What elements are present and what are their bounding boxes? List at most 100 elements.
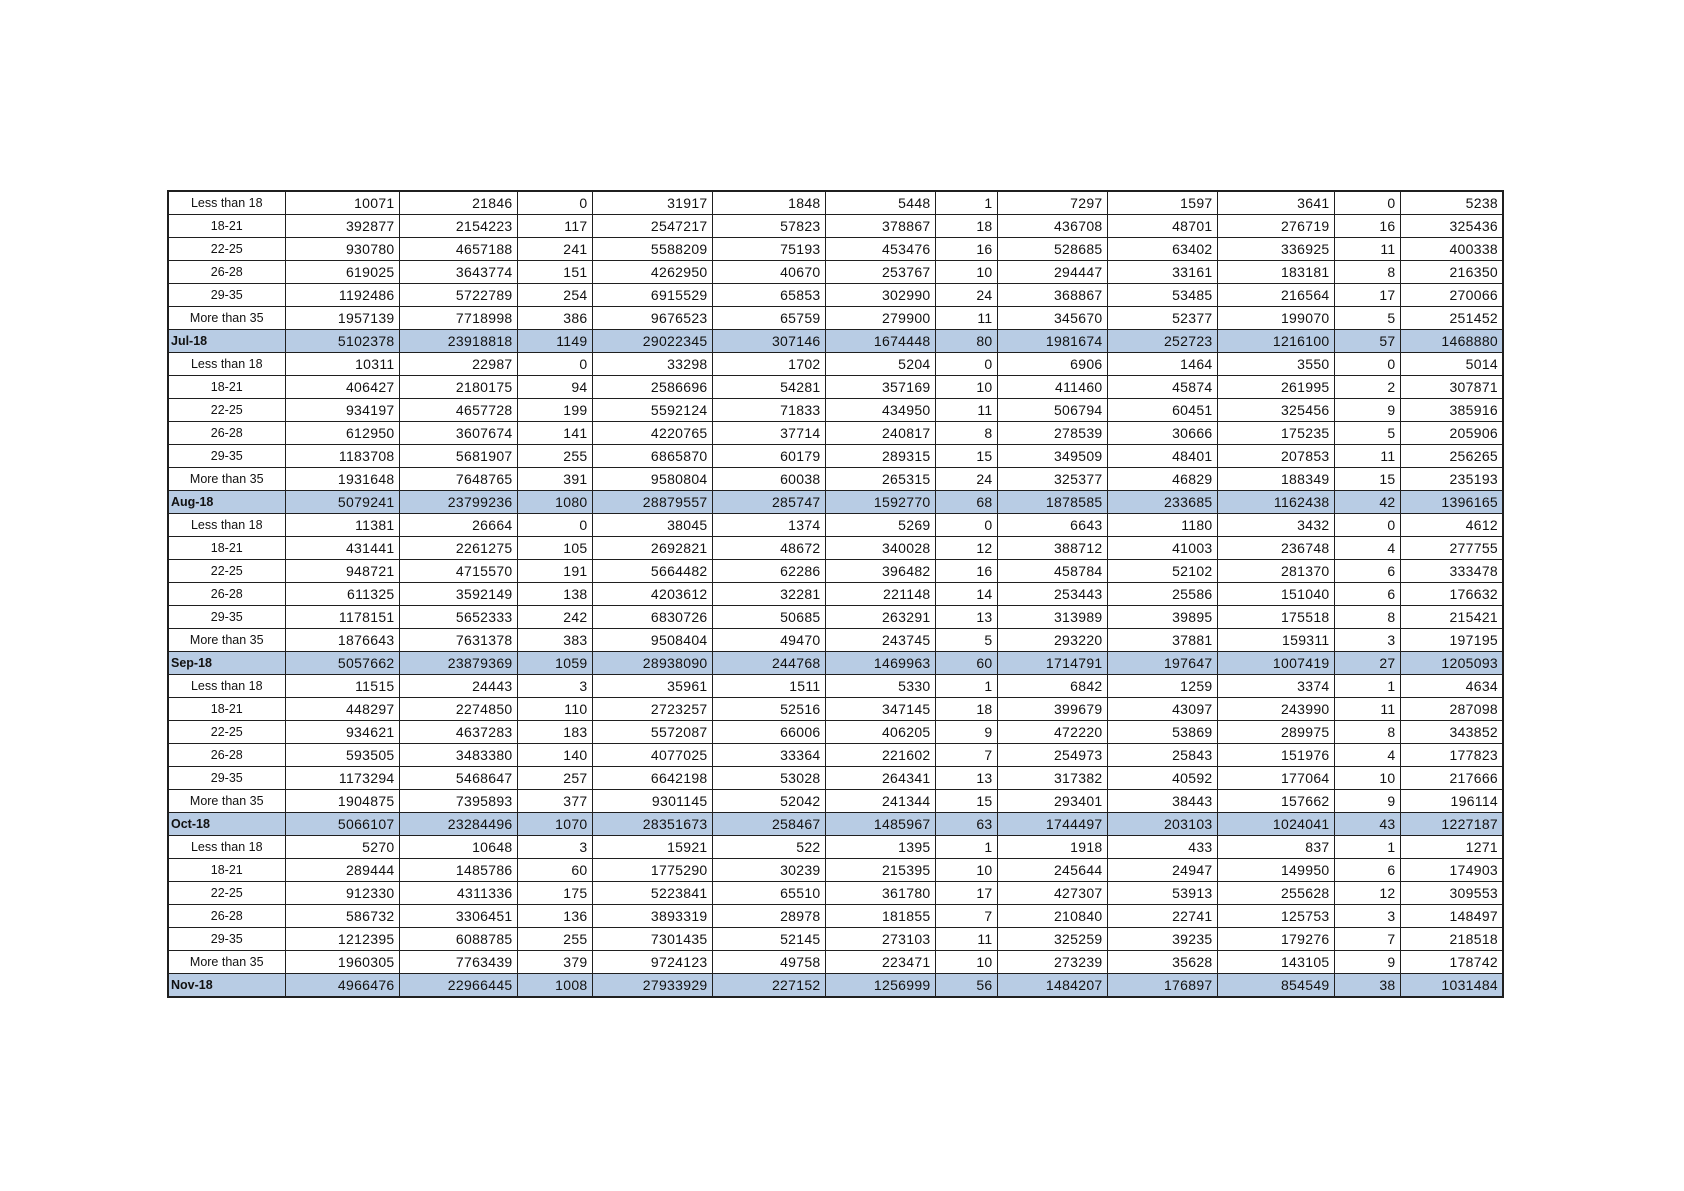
value-cell[interactable]: 1173294 [284, 766, 400, 790]
value-cell[interactable]: 0 [516, 513, 593, 537]
value-cell[interactable]: 157662 [1216, 789, 1335, 813]
value-cell[interactable]: 1485786 [398, 858, 518, 882]
value-cell[interactable]: 5057662 [284, 651, 400, 675]
value-cell[interactable]: 53869 [1106, 720, 1218, 744]
value-cell[interactable]: 48672 [711, 536, 826, 560]
value-cell[interactable]: 930780 [284, 237, 400, 261]
value-cell[interactable]: 6842 [996, 674, 1108, 698]
value-cell[interactable]: 1149 [516, 329, 593, 353]
value-cell[interactable]: 25843 [1106, 743, 1218, 767]
value-cell[interactable]: 522 [711, 835, 826, 859]
value-cell[interactable]: 52516 [711, 697, 826, 721]
value-cell[interactable]: 32281 [711, 582, 826, 606]
value-cell[interactable]: 255 [516, 444, 593, 468]
age-group-label-cell[interactable]: 26-28 [167, 421, 286, 445]
value-cell[interactable]: 1957139 [284, 306, 400, 330]
value-cell[interactable]: 309553 [1399, 881, 1504, 905]
value-cell[interactable]: 400338 [1399, 237, 1504, 261]
value-cell[interactable]: 1192486 [284, 283, 400, 307]
value-cell[interactable]: 5572087 [591, 720, 713, 744]
value-cell[interactable]: 1511 [711, 674, 826, 698]
value-cell[interactable]: 10 [934, 260, 998, 284]
value-cell[interactable]: 4077025 [591, 743, 713, 767]
month-total-label-cell[interactable]: Sep-18 [167, 651, 286, 675]
value-cell[interactable]: 199 [516, 398, 593, 422]
value-cell[interactable]: 254 [516, 283, 593, 307]
value-cell[interactable]: 175 [516, 881, 593, 905]
value-cell[interactable]: 453476 [824, 237, 936, 261]
value-cell[interactable]: 9301145 [591, 789, 713, 813]
value-cell[interactable]: 176897 [1106, 973, 1218, 998]
value-cell[interactable]: 1848 [711, 190, 826, 215]
value-cell[interactable]: 21846 [398, 190, 518, 215]
value-cell[interactable]: 1775290 [591, 858, 713, 882]
age-group-label-cell[interactable]: Less than 18 [167, 190, 286, 215]
value-cell[interactable]: 46829 [1106, 467, 1218, 491]
value-cell[interactable]: 23918818 [398, 329, 518, 353]
age-group-label-cell[interactable]: Less than 18 [167, 513, 286, 537]
value-cell[interactable]: 406205 [824, 720, 936, 744]
age-group-label-cell[interactable]: 18-21 [167, 375, 286, 399]
value-cell[interactable]: 261995 [1216, 375, 1335, 399]
value-cell[interactable]: 1981674 [996, 329, 1108, 353]
value-cell[interactable]: 27 [1333, 651, 1401, 675]
value-cell[interactable]: 1031484 [1399, 973, 1504, 998]
value-cell[interactable]: 1 [934, 835, 998, 859]
value-cell[interactable]: 6865870 [591, 444, 713, 468]
value-cell[interactable]: 175518 [1216, 605, 1335, 629]
value-cell[interactable]: 254973 [996, 743, 1108, 767]
value-cell[interactable]: 1007419 [1216, 651, 1335, 675]
value-cell[interactable]: 5204 [824, 352, 936, 376]
value-cell[interactable]: 7718998 [398, 306, 518, 330]
value-cell[interactable]: 141 [516, 421, 593, 445]
value-cell[interactable]: 10 [934, 858, 998, 882]
value-cell[interactable]: 125753 [1216, 904, 1335, 928]
age-group-label-cell[interactable]: 29-35 [167, 605, 286, 629]
value-cell[interactable]: 148497 [1399, 904, 1504, 928]
value-cell[interactable]: 253443 [996, 582, 1108, 606]
value-cell[interactable]: 13 [934, 766, 998, 790]
value-cell[interactable]: 199070 [1216, 306, 1335, 330]
value-cell[interactable]: 66006 [711, 720, 826, 744]
value-cell[interactable]: 379 [516, 950, 593, 974]
value-cell[interactable]: 361780 [824, 881, 936, 905]
value-cell[interactable]: 1374 [711, 513, 826, 537]
value-cell[interactable]: 210840 [996, 904, 1108, 928]
value-cell[interactable]: 6643 [996, 513, 1108, 537]
value-cell[interactable]: 10 [1333, 766, 1401, 790]
value-cell[interactable]: 53028 [711, 766, 826, 790]
value-cell[interactable]: 0 [934, 513, 998, 537]
value-cell[interactable]: 17 [934, 881, 998, 905]
value-cell[interactable]: 411460 [996, 375, 1108, 399]
value-cell[interactable]: 12 [934, 536, 998, 560]
value-cell[interactable]: 837 [1216, 835, 1335, 859]
value-cell[interactable]: 16 [934, 237, 998, 261]
value-cell[interactable]: 197647 [1106, 651, 1218, 675]
value-cell[interactable]: 10311 [284, 352, 400, 376]
value-cell[interactable]: 5223841 [591, 881, 713, 905]
value-cell[interactable]: 325456 [1216, 398, 1335, 422]
value-cell[interactable]: 4262950 [591, 260, 713, 284]
value-cell[interactable]: 221148 [824, 582, 936, 606]
value-cell[interactable]: 27933929 [591, 973, 713, 998]
value-cell[interactable]: 357169 [824, 375, 936, 399]
value-cell[interactable]: 11 [934, 927, 998, 951]
value-cell[interactable]: 1464 [1106, 352, 1218, 376]
value-cell[interactable]: 243990 [1216, 697, 1335, 721]
value-cell[interactable]: 140 [516, 743, 593, 767]
value-cell[interactable]: 912330 [284, 881, 400, 905]
value-cell[interactable]: 2274850 [398, 697, 518, 721]
value-cell[interactable]: 191 [516, 559, 593, 583]
value-cell[interactable]: 1212395 [284, 927, 400, 951]
value-cell[interactable]: 3592149 [398, 582, 518, 606]
value-cell[interactable]: 7395893 [398, 789, 518, 813]
value-cell[interactable]: 6 [1333, 582, 1401, 606]
age-group-label-cell[interactable]: 18-21 [167, 697, 286, 721]
value-cell[interactable]: 368867 [996, 283, 1108, 307]
value-cell[interactable]: 4 [1333, 743, 1401, 767]
value-cell[interactable]: 9676523 [591, 306, 713, 330]
value-cell[interactable]: 3 [516, 674, 593, 698]
value-cell[interactable]: 244768 [711, 651, 826, 675]
value-cell[interactable]: 0 [516, 190, 593, 215]
value-cell[interactable]: 1271 [1399, 835, 1504, 859]
